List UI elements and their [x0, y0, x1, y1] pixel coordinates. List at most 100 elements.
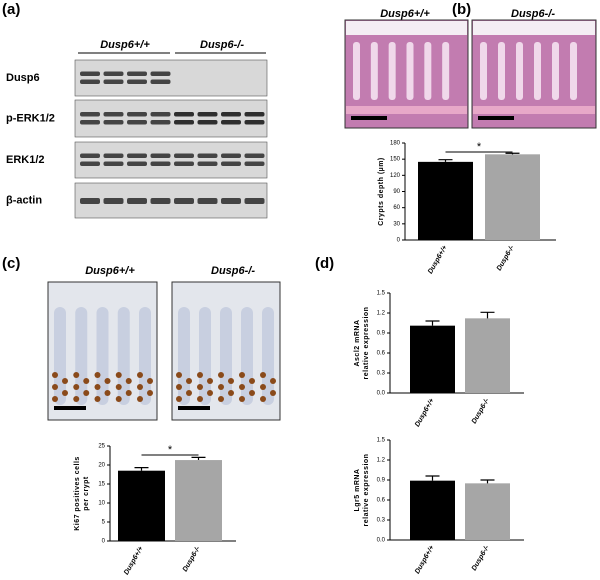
blot-band [221, 112, 241, 117]
ki67-nucleus [137, 384, 143, 390]
y-tick-label: 60 [393, 205, 400, 211]
blot-band [244, 198, 265, 204]
scale-bar [54, 406, 86, 410]
ki67-nucleus [52, 372, 58, 378]
crypt [353, 42, 360, 100]
blot-band [174, 198, 194, 204]
ki67-nucleus [207, 390, 213, 396]
y-tick-label: 30 [393, 221, 400, 227]
blot-row-label: p-ERK1/2 [6, 112, 55, 124]
scale-bar [351, 116, 387, 120]
ki67-nucleus [147, 378, 153, 384]
x-tick-label: Dusp6-/- [471, 544, 491, 572]
bar [410, 480, 455, 540]
panel-label: (c) [2, 255, 20, 272]
y-tick-label: 0.9 [377, 331, 386, 337]
crypt [424, 42, 432, 100]
blot-band [150, 153, 171, 158]
blot-band [127, 161, 147, 166]
bar [465, 483, 510, 540]
blot-band [174, 161, 194, 166]
y-tick-label: 0.6 [377, 351, 386, 357]
blot-strip [74, 59, 268, 97]
blot-strip [74, 99, 268, 138]
y-axis-label: Crypts depth (µm) [378, 157, 385, 226]
ki67-nucleus [207, 378, 213, 384]
y-axis-label: relative expression [363, 307, 370, 380]
ki67-nucleus [218, 372, 224, 378]
lumen [346, 21, 467, 35]
blot-band [127, 120, 147, 125]
ki67-nucleus [260, 396, 266, 402]
crypt [442, 42, 450, 100]
crypt [480, 42, 487, 100]
error-bar [191, 456, 206, 461]
y-tick-label: 10 [98, 501, 105, 507]
scale-bar [178, 406, 210, 410]
y-axis-label: Ascl2 mRNA [354, 319, 361, 366]
blot-band [197, 120, 218, 125]
muscle [473, 106, 595, 114]
y-tick-label: 150 [390, 157, 401, 163]
x-tick-label: Dusp6-/- [496, 244, 516, 272]
crypt [388, 42, 396, 100]
image-header: Dusp6+/+ [85, 265, 135, 277]
ki67-nucleus [218, 396, 224, 402]
group-header: Dusp6-/- [200, 39, 244, 51]
y-tick-label: 1.2 [377, 458, 386, 464]
blot-band [127, 79, 147, 84]
ki67-nucleus [197, 396, 203, 402]
y-tick-label: 20 [98, 463, 105, 469]
blot-band [80, 71, 100, 76]
bar [118, 470, 165, 541]
bar [485, 154, 540, 240]
ki67-nucleus [52, 396, 58, 402]
x-tick-label: Dusp6+/+ [414, 397, 436, 428]
crypt [370, 42, 378, 100]
blot-band [150, 198, 171, 204]
y-tick-label: 0.3 [377, 371, 386, 377]
error-bar [134, 467, 149, 471]
bar [410, 325, 455, 393]
ki67-nucleus [73, 372, 80, 378]
blot-band [80, 112, 100, 117]
blot-strip [74, 141, 268, 179]
blot-band [174, 153, 194, 158]
y-tick-label: 5 [102, 520, 106, 526]
ki67-nucleus [115, 396, 122, 402]
ki67-nucleus [176, 372, 182, 378]
crypt [498, 42, 505, 100]
ki67-nucleus [115, 384, 122, 390]
x-tick-label: Dusp6+/+ [427, 244, 449, 275]
blot-band [103, 198, 124, 204]
y-tick-label: 0.3 [377, 518, 386, 524]
blot-band [80, 79, 100, 84]
blot-band [103, 112, 124, 117]
blot-band [127, 112, 147, 117]
crypt [516, 42, 523, 100]
ki67-nucleus [249, 378, 255, 384]
ki67-nucleus [176, 384, 182, 390]
blot-band [150, 112, 171, 117]
blot-band [244, 112, 265, 117]
blot-row-label: β-actin [6, 194, 42, 206]
blot-band [150, 79, 171, 84]
ki67-nucleus [228, 390, 234, 396]
blot-band [221, 198, 241, 204]
ki67-nucleus [218, 384, 224, 390]
lumen [473, 21, 595, 35]
ki67-nucleus [62, 390, 68, 396]
error-bar [425, 475, 440, 481]
blot-band [103, 71, 124, 76]
blot-band [103, 120, 124, 125]
crypt [534, 42, 541, 100]
blot-band [221, 153, 241, 158]
blot-band [80, 161, 100, 166]
blot-band [244, 153, 265, 158]
error-bar [438, 159, 453, 162]
y-tick-label: 120 [390, 173, 401, 179]
ki67-nucleus [83, 390, 90, 396]
ki67-nucleus [52, 384, 58, 390]
ki67-nucleus [186, 378, 192, 384]
